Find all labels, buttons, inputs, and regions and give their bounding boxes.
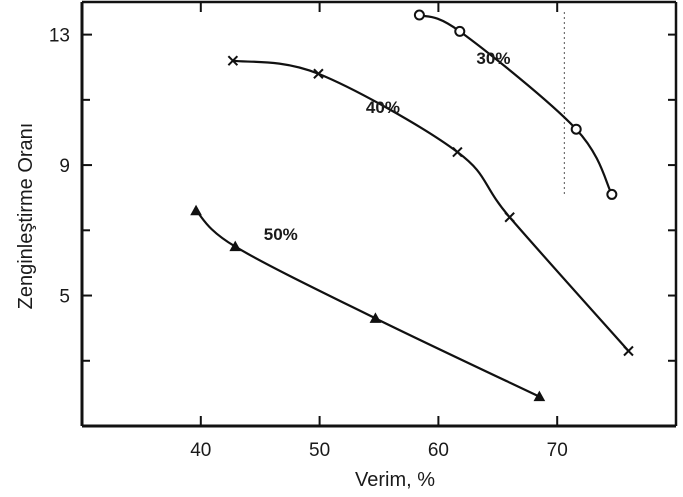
x-tick-label: 70 (547, 440, 568, 461)
x-tick-label: 40 (190, 440, 211, 461)
circle-marker (413, 9, 425, 21)
x-marker-stroke (313, 68, 324, 79)
series-label: 30% (476, 49, 510, 68)
series-labels: 30% 40% 50% (264, 49, 511, 244)
x-marker (504, 212, 515, 223)
triangle-marker (533, 390, 546, 402)
series-line (418, 13, 613, 195)
circle-marker (570, 123, 582, 135)
circle-marker (606, 188, 618, 200)
x-marker-stroke (227, 55, 239, 66)
circle-marker (454, 25, 466, 37)
x-marker-stroke (504, 212, 515, 223)
axis-ticks: 40 50 60 70 5 9 13 (49, 2, 676, 461)
x-marker (313, 68, 324, 79)
triangle-marker (369, 312, 382, 323)
x-marker (227, 55, 239, 66)
plot-frame (80, 0, 678, 428)
y-tick-label: 5 (59, 287, 70, 308)
x-marker-stroke (452, 146, 463, 158)
series-label: 40% (366, 98, 400, 117)
x-axis-title: Verim, % (355, 469, 435, 491)
series-label: 50% (264, 225, 298, 244)
x-marker (452, 146, 463, 158)
series-lines (195, 13, 630, 398)
triangle-marker (229, 240, 242, 252)
x-marker (623, 345, 634, 357)
x-tick-label: 50 (309, 440, 330, 461)
y-tick-label: 13 (49, 26, 70, 47)
series-markers (190, 9, 634, 402)
triangle-marker (190, 204, 202, 216)
x-marker-stroke (623, 345, 634, 357)
series-line (232, 59, 630, 352)
y-axis-title: Zenginleştirme Oranı (15, 123, 37, 310)
y-tick-label: 9 (59, 156, 70, 177)
x-tick-label: 60 (428, 440, 449, 461)
series-line (195, 209, 540, 398)
